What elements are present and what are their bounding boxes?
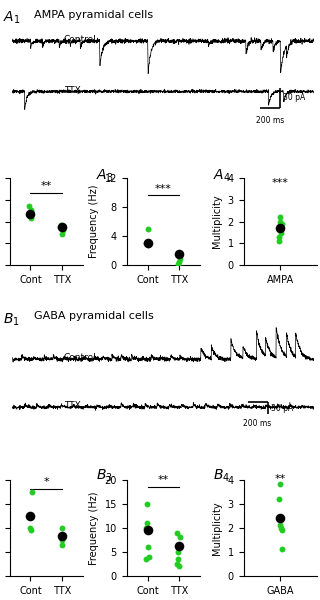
Point: [144, 237, 149, 247]
Text: $B_4$: $B_4$: [213, 468, 230, 484]
Text: AMPA pyramidal cells: AMPA pyramidal cells: [34, 10, 153, 20]
Text: **: **: [275, 475, 286, 484]
Point: [276, 494, 282, 503]
Point: [177, 254, 182, 264]
Point: [278, 223, 283, 233]
Point: [147, 552, 152, 562]
Point: [146, 240, 151, 250]
Point: [143, 554, 148, 564]
Point: [59, 223, 64, 233]
Point: [279, 523, 284, 533]
Point: [277, 521, 282, 530]
Text: 200 ms: 200 ms: [244, 419, 272, 428]
Point: [60, 540, 65, 550]
Point: [145, 239, 150, 248]
Point: [279, 545, 284, 554]
Y-axis label: Frequency (Hz): Frequency (Hz): [89, 491, 99, 565]
Point: [175, 554, 180, 564]
Point: [28, 210, 33, 220]
Point: [277, 479, 282, 489]
Point: [145, 542, 150, 552]
Point: [175, 559, 180, 569]
Point: [58, 222, 63, 232]
Text: $B_1$: $B_1$: [4, 311, 20, 328]
Point: [28, 207, 33, 217]
Text: 30 pA: 30 pA: [271, 404, 293, 413]
Text: $B_3$: $B_3$: [96, 468, 113, 484]
Point: [144, 518, 149, 528]
Point: [143, 239, 148, 248]
Point: [28, 209, 33, 219]
Point: [27, 523, 32, 533]
Point: [29, 487, 35, 496]
Y-axis label: Multiplicity: Multiplicity: [212, 195, 222, 248]
Point: [177, 533, 182, 542]
Point: [28, 214, 34, 223]
Point: [278, 228, 284, 238]
Point: [144, 499, 149, 508]
Point: [27, 202, 32, 211]
Point: [59, 229, 64, 238]
Point: [276, 236, 281, 246]
Point: [58, 220, 63, 230]
Point: [28, 526, 33, 535]
Text: Control: Control: [64, 35, 97, 44]
Point: [176, 250, 181, 259]
Text: ***: ***: [155, 184, 172, 194]
Text: GABA pyramidal cells: GABA pyramidal cells: [34, 311, 154, 321]
Text: $A_3$: $A_3$: [96, 167, 114, 184]
Text: 200 ms: 200 ms: [256, 116, 284, 125]
Point: [176, 562, 181, 571]
Text: $A_4$: $A_4$: [213, 167, 231, 184]
Text: 30 pA: 30 pA: [283, 94, 305, 103]
Point: [175, 528, 180, 538]
Point: [145, 526, 150, 535]
Text: **: **: [41, 181, 52, 191]
Text: $A_1$: $A_1$: [4, 10, 21, 26]
Point: [278, 514, 283, 523]
Y-axis label: Multiplicity: Multiplicity: [212, 501, 222, 554]
Point: [28, 205, 33, 214]
Point: [143, 523, 148, 533]
Point: [176, 250, 181, 259]
Point: [279, 219, 284, 229]
Point: [60, 535, 65, 545]
Text: TTX: TTX: [64, 401, 81, 410]
Point: [277, 212, 283, 222]
Point: [176, 547, 181, 557]
Point: [176, 541, 181, 550]
Point: [278, 223, 283, 233]
Text: TTX: TTX: [64, 86, 81, 95]
Point: [176, 259, 181, 269]
Point: [277, 217, 282, 226]
Point: [278, 221, 283, 231]
Point: [276, 232, 282, 242]
Point: [61, 226, 66, 235]
Y-axis label: Frequency (Hz): Frequency (Hz): [89, 185, 99, 259]
Point: [59, 532, 64, 541]
Text: ***: ***: [272, 178, 289, 188]
Point: [28, 511, 33, 521]
Text: Control: Control: [64, 353, 97, 362]
Point: [176, 257, 181, 266]
Text: *: *: [43, 477, 49, 487]
Point: [279, 526, 284, 535]
Text: **: **: [157, 475, 169, 485]
Point: [146, 224, 151, 233]
Point: [60, 523, 65, 533]
Point: [59, 222, 64, 232]
